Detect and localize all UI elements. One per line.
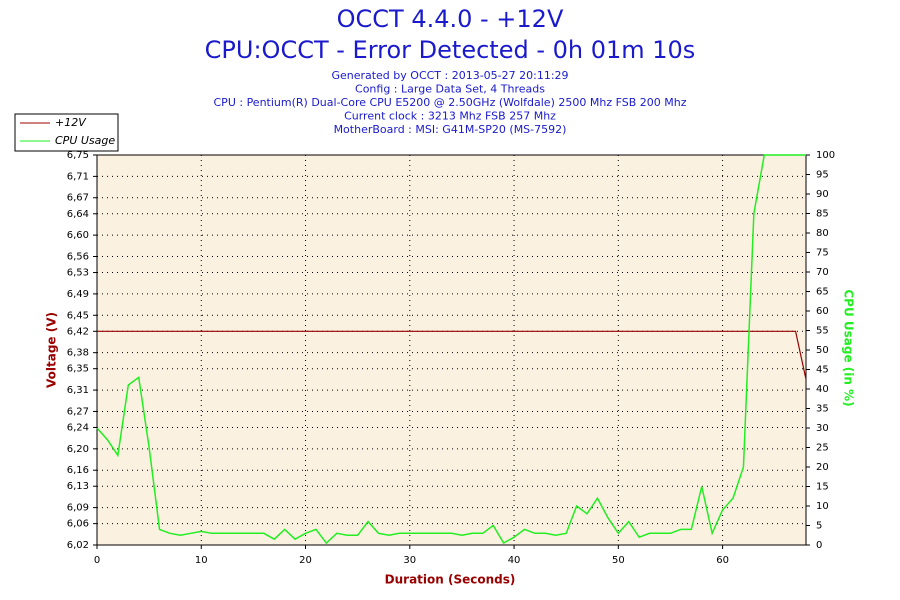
x-tick-label: 0 bbox=[94, 555, 100, 566]
y-tick-label: 6,71 bbox=[67, 171, 89, 182]
y-tick-label: 6,20 bbox=[67, 444, 89, 455]
legend-label: CPU Usage bbox=[55, 134, 115, 147]
y-tick-label: 6,67 bbox=[67, 193, 89, 204]
y-tick-label: 6,27 bbox=[67, 406, 89, 417]
y2-tick-label: 25 bbox=[816, 443, 829, 454]
y2-tick-label: 65 bbox=[816, 287, 829, 298]
y-tick-label: 6,16 bbox=[67, 465, 89, 476]
y-tick-label: 6,49 bbox=[67, 289, 89, 300]
y2-tick-label: 5 bbox=[816, 521, 822, 532]
y2-tick-label: 10 bbox=[816, 501, 829, 512]
y-tick-label: 6,38 bbox=[67, 348, 89, 359]
y-tick-label: 6,60 bbox=[67, 230, 89, 241]
y-tick-label: 6,31 bbox=[67, 385, 89, 396]
y2-tick-label: 40 bbox=[816, 384, 829, 395]
x-tick-label: 20 bbox=[299, 555, 312, 566]
y2-tick-label: 70 bbox=[816, 267, 829, 278]
y2-tick-label: 20 bbox=[816, 462, 829, 473]
y2-tick-label: 60 bbox=[816, 306, 829, 317]
y-tick-label: 6,24 bbox=[67, 422, 89, 433]
plot-area bbox=[96, 154, 807, 546]
y2-axis-label: CPU Usage (in %) bbox=[842, 289, 856, 406]
info-line: MotherBoard : MSI: G41M-SP20 (MS-7592) bbox=[334, 123, 567, 136]
y2-tick-label: 30 bbox=[816, 423, 829, 434]
series-line bbox=[97, 330, 807, 380]
x-tick-label: 10 bbox=[195, 555, 208, 566]
y2-tick-label: 80 bbox=[816, 228, 829, 239]
legend-label: +12V bbox=[55, 116, 87, 129]
info-line: Config : Large Data Set, 4 Threads bbox=[355, 83, 545, 96]
x-tick-label: 30 bbox=[403, 555, 416, 566]
y2-tick-label: 45 bbox=[816, 365, 829, 376]
y-tick-label: 6,02 bbox=[67, 540, 89, 551]
x-tick-label: 60 bbox=[716, 555, 729, 566]
x-tick-label: 50 bbox=[612, 555, 625, 566]
chart-subtitle: CPU:OCCT - Error Detected - 0h 01m 10s bbox=[205, 36, 696, 64]
y2-tick-label: 95 bbox=[816, 170, 829, 181]
y2-tick-label: 90 bbox=[816, 189, 829, 200]
y2-tick-label: 100 bbox=[816, 150, 835, 161]
y-tick-label: 6,06 bbox=[67, 519, 89, 530]
legend bbox=[14, 113, 119, 152]
info-line: Current clock : 3213 Mhz FSB 257 Mhz bbox=[344, 110, 556, 123]
y-tick-label: 6,56 bbox=[67, 252, 89, 263]
y-tick-label: 6,45 bbox=[67, 310, 89, 321]
y2-tick-label: 15 bbox=[816, 482, 829, 493]
y2-tick-label: 35 bbox=[816, 404, 829, 415]
y2-tick-label: 0 bbox=[816, 540, 822, 551]
x-axis-label: Duration (Seconds) bbox=[385, 573, 516, 587]
info-line: CPU : Pentium(R) Dual-Core CPU E5200 @ 2… bbox=[214, 96, 687, 109]
y2-tick-label: 75 bbox=[816, 248, 829, 259]
y-tick-label: 6,64 bbox=[67, 209, 89, 220]
y-tick-label: 6,75 bbox=[67, 150, 89, 161]
y-tick-label: 6,53 bbox=[67, 268, 89, 279]
y-axis-label: Voltage (V) bbox=[45, 312, 59, 388]
y2-tick-label: 85 bbox=[816, 209, 829, 220]
y-tick-label: 6,42 bbox=[67, 326, 89, 337]
y2-tick-label: 50 bbox=[816, 345, 829, 356]
x-tick-label: 40 bbox=[508, 555, 521, 566]
chart-title: OCCT 4.4.0 - +12V bbox=[337, 5, 564, 33]
y-tick-label: 6,09 bbox=[67, 503, 89, 514]
y-tick-label: 6,13 bbox=[67, 481, 89, 492]
series-line bbox=[96, 154, 806, 545]
y-tick-label: 6,35 bbox=[67, 364, 89, 375]
info-line: Generated by OCCT : 2013-05-27 20:11:29 bbox=[331, 69, 568, 82]
y2-tick-label: 55 bbox=[816, 326, 829, 337]
